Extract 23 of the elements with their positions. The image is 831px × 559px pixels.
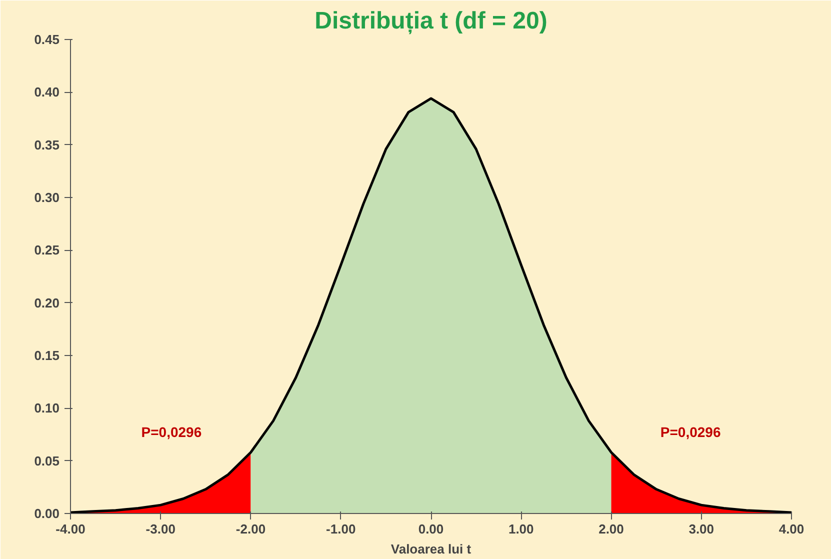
x-tick-label: 4.00 xyxy=(778,522,804,536)
annotation: P=0,0296 xyxy=(141,424,202,440)
x-tick-label: -1.00 xyxy=(326,522,356,536)
y-tick-label: 0.20 xyxy=(34,295,60,310)
annotation: P=0,0296 xyxy=(660,424,721,440)
x-axis-title: Valoarea lui t xyxy=(390,542,472,556)
x-tick-label: -4.00 xyxy=(56,522,86,536)
y-tick-label: 0.00 xyxy=(34,506,60,521)
x-tick-label: 1.00 xyxy=(508,522,534,536)
y-tick-label: 0.25 xyxy=(34,242,60,258)
y-tick-label: 0.15 xyxy=(34,348,60,363)
x-tick-label: -3.00 xyxy=(146,522,176,536)
x-tick-label: 2.00 xyxy=(598,522,624,536)
x-tick-label: 3.00 xyxy=(688,522,714,536)
y-tick-label: 0.40 xyxy=(34,84,60,100)
y-tick-label: 0.30 xyxy=(34,190,60,205)
x-tick-label: -2.00 xyxy=(236,522,266,536)
y-tick-label: 0.45 xyxy=(34,32,60,47)
y-tick-label: 0.05 xyxy=(34,453,60,468)
x-tick-label: 0.00 xyxy=(418,522,444,536)
y-tick-label: 0.35 xyxy=(34,137,60,152)
y-tick-label: 0.10 xyxy=(34,400,60,416)
chart-title: Distribuția t (df = 20) xyxy=(314,8,548,34)
